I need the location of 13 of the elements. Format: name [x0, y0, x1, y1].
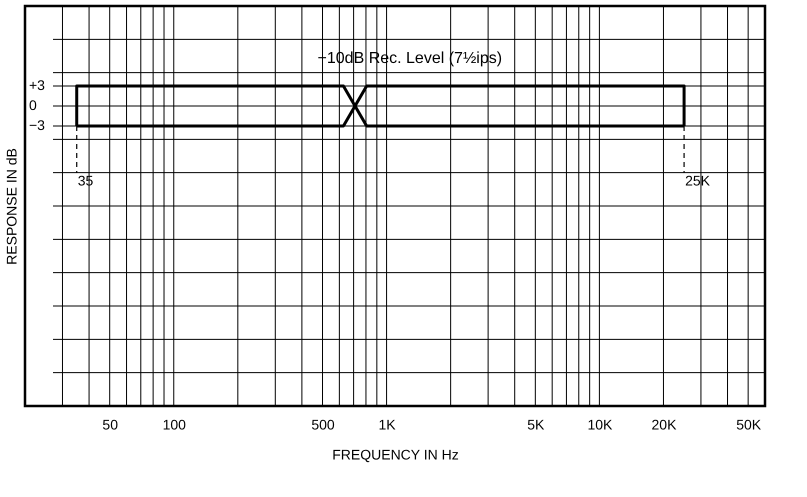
- x-tick-label: 50: [102, 416, 118, 432]
- x-tick-label: 500: [311, 416, 335, 432]
- x-axis-title: FREQUENCY IN Hz: [332, 446, 459, 462]
- x-tick-label: 5K: [527, 416, 546, 432]
- x-tick-label: 1K: [378, 416, 396, 432]
- y-tick-label: −3: [29, 117, 46, 133]
- y-axis-title: RESPONSE IN dB: [4, 148, 20, 265]
- x-tick-label: 20K: [652, 416, 678, 432]
- x-tick-label: 50K: [736, 416, 762, 432]
- x-tick-label: 100: [162, 416, 186, 432]
- y-tick-label: 0: [29, 97, 37, 113]
- x-tick-label: 10K: [587, 416, 614, 432]
- y-tick-label: +3: [29, 77, 46, 93]
